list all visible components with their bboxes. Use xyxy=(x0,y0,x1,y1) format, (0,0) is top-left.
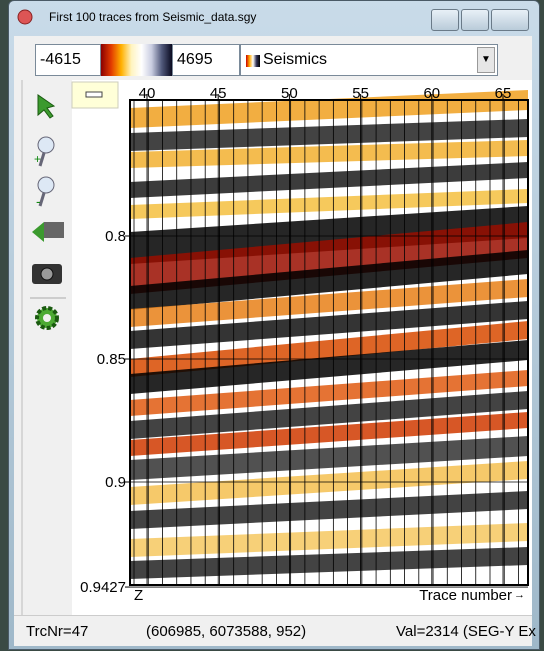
x-tick-label: 50 xyxy=(281,85,298,102)
y-axis-label: Z xyxy=(134,587,143,604)
x-tick-label: 65 xyxy=(495,85,512,102)
y-tick-label: 0.9 xyxy=(105,474,126,491)
y-tick-label: 0.9427 xyxy=(80,579,126,596)
home-tool[interactable] xyxy=(32,222,64,242)
zoom-out-tool[interactable]: - xyxy=(36,177,54,209)
svg-text:-: - xyxy=(36,193,41,209)
status-bar: TrcNr=47 (606985, 6073588, 952) Val=2314… xyxy=(14,615,532,646)
viewer: + - 40 45 50 55 60 65 0.8 0.85 0.9 0.9427 Z Trace n… xyxy=(0,0,544,651)
snapshot-tool[interactable] xyxy=(32,264,62,284)
seismic-image xyxy=(130,90,528,585)
x-tick-label: 60 xyxy=(423,85,440,102)
legend-toggle-icon xyxy=(86,92,102,97)
x-tick-label: 40 xyxy=(139,85,156,102)
svg-text:+: + xyxy=(34,152,41,166)
y-tick-label: 0.85 xyxy=(97,351,126,368)
x-axis-label: Trace number xyxy=(419,587,512,604)
pointer-tool[interactable] xyxy=(38,95,54,118)
x-tick-label: 55 xyxy=(352,85,369,102)
x-axis-arrow: → xyxy=(514,589,525,601)
settings-tool[interactable] xyxy=(37,308,57,328)
status-position: (606985, 6073588, 952) xyxy=(146,623,306,640)
status-value: Val=2314 (SEG-Y Ex xyxy=(396,623,536,640)
zoom-in-tool[interactable]: + xyxy=(34,137,54,166)
status-trace: TrcNr=47 xyxy=(26,623,88,640)
x-tick-label: 45 xyxy=(210,85,227,102)
y-tick-label: 0.8 xyxy=(105,228,126,245)
